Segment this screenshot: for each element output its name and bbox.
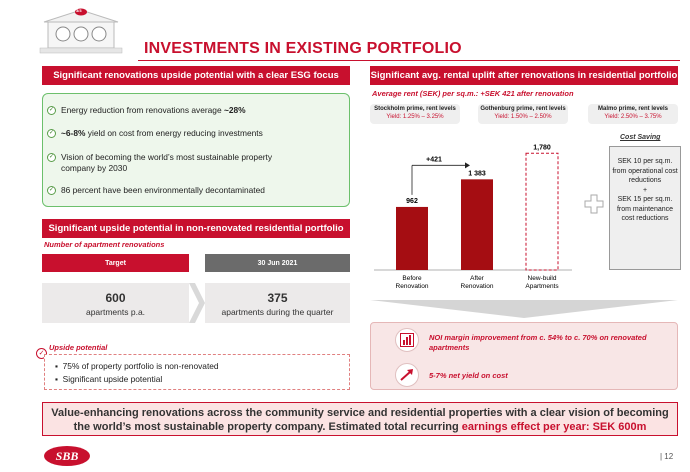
noi-icon-wrap [395, 328, 419, 352]
uplift-label: +421 [426, 156, 442, 163]
section-rental-header: Significant avg. rental uplift after ren… [370, 66, 678, 85]
arrow-right-icon [465, 162, 470, 169]
bullet-bold: ~6-8% [61, 128, 86, 138]
section-upside-header: Significant upside potential in non-reno… [42, 219, 350, 238]
upside-item: ▪ Significant upside potential [55, 374, 163, 384]
check-icon: ✓ [47, 129, 56, 138]
house-illustration: 3/3 [36, 6, 126, 54]
summary-banner: Value-enhancing renovations across the c… [42, 402, 678, 436]
yield-text: 5-7% net yield on cost [429, 371, 508, 380]
city-name: Malmo prime, rent levels [597, 106, 669, 112]
banner-highlight: earnings effect per year: SEK 600m [461, 421, 647, 433]
bullet-vision: ✓ Vision of becoming the world’s most su… [47, 152, 287, 174]
cost-saving-maintenance: SEK 15 per sq.m. from maintenance cost r… [616, 196, 674, 222]
check-icon: ✓ [47, 186, 56, 195]
esg-bullets-box: ✓ Energy reduction from renovations aver… [42, 93, 350, 207]
city-name: Stockholm prime, rent levels [374, 106, 456, 112]
x-tick-label: New-build [528, 275, 557, 282]
bar-after-renovation [461, 179, 493, 270]
target-box: 600 apartments p.a. [42, 283, 189, 323]
bar-new-build-apartments [525, 152, 559, 271]
target-tab: Target [42, 254, 189, 272]
upside-box: ▪ 75% of property portfolio is non-renov… [44, 354, 350, 390]
cost-saving-operational: SEK 10 per sq.m. from operational cost r… [612, 158, 678, 184]
city-yield: Yield: 2.50% – 3.75% [604, 113, 662, 120]
city-yield: Yield: 1.25% – 3.25% [386, 113, 444, 120]
bullet-text: Energy reduction from renovations averag… [61, 105, 224, 115]
page-number: | 12 [660, 452, 674, 461]
outcome-box: NOI margin improvement from c. 54% to c.… [370, 322, 678, 390]
x-tick-label: Renovation [461, 283, 494, 290]
bullet-decontaminated: ✓ 86 percent have been environmentally d… [47, 185, 265, 196]
upside-item-text: 75% of property portfolio is non-renovat… [62, 361, 219, 371]
bullet-bold: ~28% [223, 105, 246, 115]
city-malmo: Malmo prime, rent levels Yield: 2.50% – … [588, 104, 678, 124]
bar-value-label: 962 [406, 198, 418, 205]
x-tick-label: After [470, 275, 485, 282]
actual-box: 375 apartments during the quarter [205, 283, 350, 323]
check-icon: ✓ [47, 153, 56, 162]
city-gothenburg: Gothenburg prime, rent levels Yield: 1.5… [478, 104, 568, 124]
cost-saving-box: SEK 10 per sq.m. from operational cost r… [609, 146, 681, 270]
yield-icon-wrap [395, 363, 419, 387]
actual-value: 375 [267, 291, 288, 305]
actual-unit: apartments during the quarter [221, 307, 334, 317]
sbb-logo: SBB [44, 446, 90, 466]
bar-before-renovation [396, 206, 428, 270]
chevron-right-icon [189, 283, 205, 323]
page-title: INVESTMENTS IN EXISTING PORTFOLIO [144, 40, 462, 57]
cost-saving-plus: + [642, 186, 648, 194]
bar-chart-icon [400, 333, 414, 347]
upside-label: Upside potential [49, 343, 108, 352]
avg-rent-note: Average rent (SEK) per sq.m.: +SEK 421 a… [372, 89, 574, 98]
check-icon: ✓ [47, 106, 56, 115]
target-unit: apartments p.a. [85, 307, 146, 317]
bar-value-label: 1,780 [533, 144, 551, 151]
funnel-arrow [370, 300, 678, 318]
banner-text: Value-enhancing renovations across the c… [51, 407, 669, 433]
x-tick-label: Before [402, 275, 422, 282]
section-esg-header: Significant renovations upside potential… [42, 66, 350, 85]
house-icon [39, 8, 123, 54]
bullet-yield-on-cost: ✓ ~6-8% yield on cost from energy reduci… [47, 128, 263, 139]
cost-saving-title: Cost Saving [620, 134, 661, 141]
renovations-label: Number of apartment renovations [44, 240, 165, 249]
city-stockholm: Stockholm prime, rent levels Yield: 1.25… [370, 104, 460, 124]
bullet-text: 86 percent have been environmentally dec… [61, 185, 265, 195]
x-tick-label: Renovation [396, 283, 429, 290]
logo-badge: 3/3 [76, 8, 82, 13]
upside-item-text: Significant upside potential [62, 374, 163, 384]
noi-text: NOI margin improvement from c. 54% to c.… [429, 333, 647, 352]
bullet-energy-reduction: ✓ Energy reduction from renovations aver… [47, 105, 246, 116]
upside-check-icon: ✓ [36, 348, 47, 359]
title-divider [138, 60, 680, 61]
trend-up-icon [400, 369, 413, 381]
logo-text: SBB [55, 449, 79, 463]
target-value: 600 [105, 291, 126, 305]
bullet-text: yield on cost from energy reducing inves… [85, 128, 263, 138]
plus-icon [584, 194, 604, 214]
bar-value-label: 1 383 [468, 170, 486, 177]
date-tab: 30 Jun 2021 [205, 254, 350, 272]
bullet-text: Vision of becoming the world’s most sust… [61, 152, 273, 173]
upside-item: ▪ 75% of property portfolio is non-renov… [55, 361, 219, 371]
city-yield: Yield: 1.50% – 2.50% [494, 113, 552, 120]
city-name: Gothenburg prime, rent levels [480, 106, 566, 112]
x-tick-label: Apartments [525, 283, 559, 290]
